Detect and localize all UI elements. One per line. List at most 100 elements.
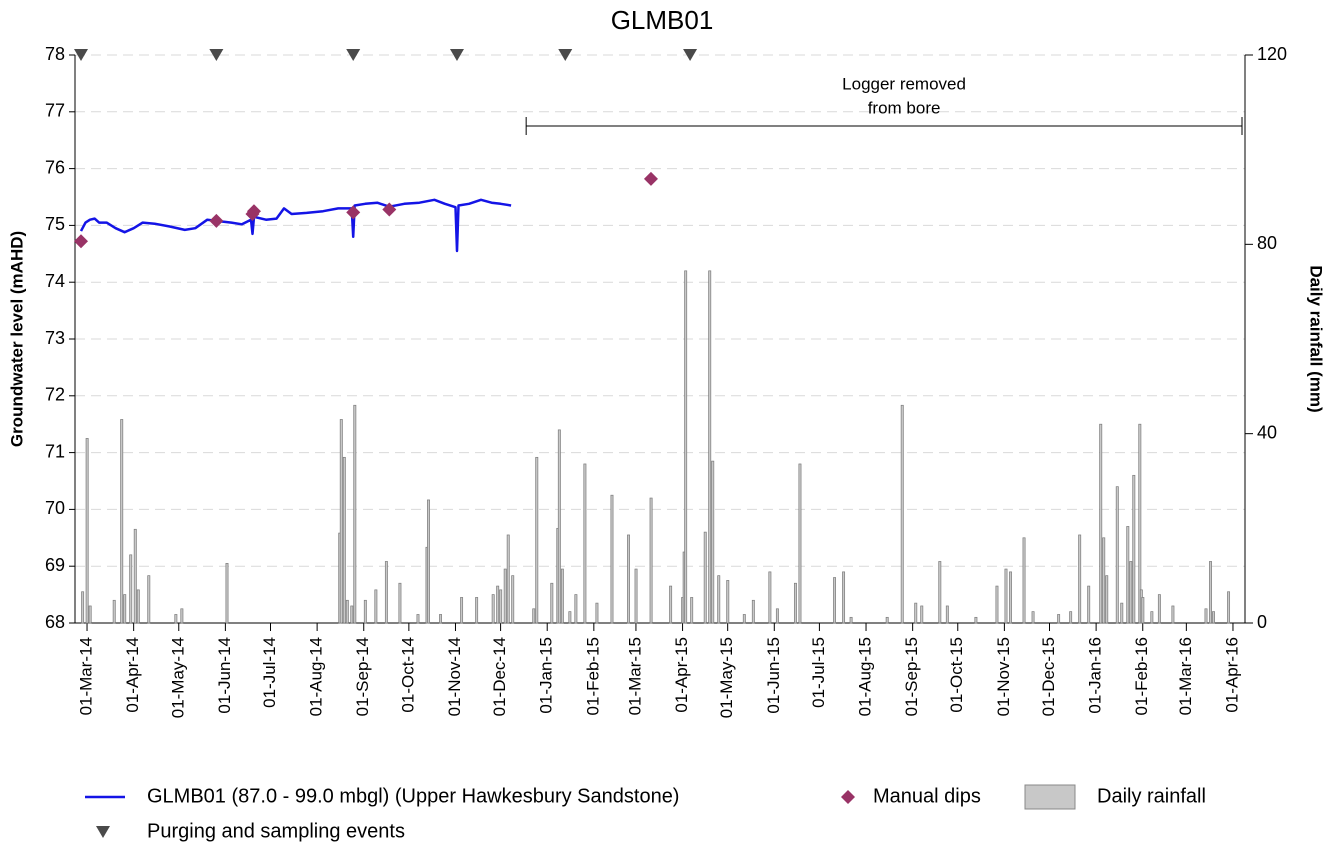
rain-bar [496,585,500,624]
rain-bar [849,616,853,624]
x-tick-label: 01-Apr-15 [672,637,691,713]
rain-bar [1171,605,1175,624]
rain-bar [1204,608,1208,624]
triangle-marker [96,826,110,838]
rain-bar [503,568,507,624]
rain-bar [180,608,184,624]
y-tick-label: 71 [45,441,65,461]
y-tick-label: 75 [45,214,65,234]
x-tick-label: 01-Feb-15 [583,637,602,715]
rain-bar [610,494,614,624]
diamond-marker [346,205,361,220]
rain-bar [550,582,554,624]
rain-bar [81,591,85,624]
annotation-text: from bore [868,98,941,117]
x-tick-label: 01-May-14 [168,637,187,718]
x-tick-label: 01-Jan-15 [537,637,556,714]
x-tick-label: 01-Jul-14 [260,637,279,708]
y-tick-label: 77 [45,101,65,121]
rain-bar [708,270,712,624]
legend-label: GLMB01 (87.0 - 99.0 mbgl) (Upper Hawkesb… [147,785,679,807]
x-tick-label: 01-Mar-16 [1176,637,1195,715]
triangle-marker [558,49,573,61]
rain-bar [439,614,442,624]
rain-bar [560,568,564,624]
rain-bar [129,554,133,624]
rain-bar [339,419,343,624]
rain-bar [768,571,772,624]
x-tick-label: 01-Aug-14 [307,637,326,716]
rain-bar [345,599,349,624]
rain-bar [574,594,578,624]
diamond-marker [209,213,224,228]
y2-axis-title: Daily rainfall (mm) [1307,265,1326,412]
x-tick-label: 01-Nov-14 [445,637,464,716]
y-tick-label: 72 [45,385,65,405]
rain-bar [974,616,978,624]
rain-bar [506,534,510,624]
rain-bar [416,614,420,624]
y2-tick-label: 40 [1257,422,1277,442]
x-tick-label: 01-Jul-15 [809,637,828,708]
y-tick-label: 73 [45,328,65,348]
legend-label: Purging and sampling events [147,820,405,842]
rain-bar [1209,561,1212,624]
legend-swatch [1024,784,1076,810]
rain-bar [938,561,942,624]
rain-bar [945,605,949,624]
rain-bar [225,563,229,624]
rain-bar [499,589,503,624]
triangle-marker [346,49,361,61]
rain-bar [1157,594,1161,624]
rain-bar [398,582,402,624]
x-tick-label: 01-Mar-14 [77,637,96,715]
diamond-marker [246,204,261,219]
rain-bar [711,460,715,624]
rain-bar [1129,561,1133,624]
y-axis-title: Groundwater level (mAHD) [7,231,26,447]
rain-bar [133,528,137,624]
y2-tick-label: 120 [1257,44,1287,64]
x-tick-label: 01-Mar-15 [625,637,644,715]
rain-bar [1105,575,1109,624]
x-tick-label: 01-Aug-15 [856,637,875,716]
rain-bar [833,577,836,624]
rain-bar [793,582,797,624]
diamond-marker [74,234,89,249]
rain-bar [342,456,346,624]
x-tick-label: 01-Oct-14 [398,637,417,713]
rain-bar [1115,486,1119,624]
rain-bar [684,270,688,624]
rain-bar [775,608,779,624]
y2-tick-label: 80 [1257,233,1277,253]
x-tick-label: 01-Dec-15 [1039,637,1058,716]
rain-bar [885,616,889,624]
rain-bar [511,575,515,624]
y-tick-label: 78 [45,44,65,64]
rain-bar [1102,537,1106,624]
annotation-text: Logger removed [842,74,966,93]
rain-bar [88,605,92,624]
x-tick-label: 01-Sep-14 [353,637,372,716]
rain-bar [1132,474,1136,624]
rain-bar [460,597,464,624]
rain-bar [363,599,367,624]
triangle-marker [683,49,698,61]
rain-bar [374,589,378,624]
rain-bar [634,568,638,624]
rain-bar [726,580,730,624]
triangle-marker [449,49,464,61]
rain-bar [914,602,918,624]
x-tick-label: 01-Nov-15 [994,637,1013,716]
rain-bar [751,599,755,624]
rain-bar [1087,585,1091,624]
rain-bar [112,599,116,624]
rain-bar [690,597,694,624]
rain-bar [995,585,999,624]
x-tick-label: 01-Jun-14 [215,637,234,714]
rain-bar [123,594,127,624]
x-tick-label: 01-Feb-16 [1132,637,1151,715]
rain-bar [842,571,846,624]
rain-bar [1069,611,1073,624]
rain-bar [568,611,572,624]
